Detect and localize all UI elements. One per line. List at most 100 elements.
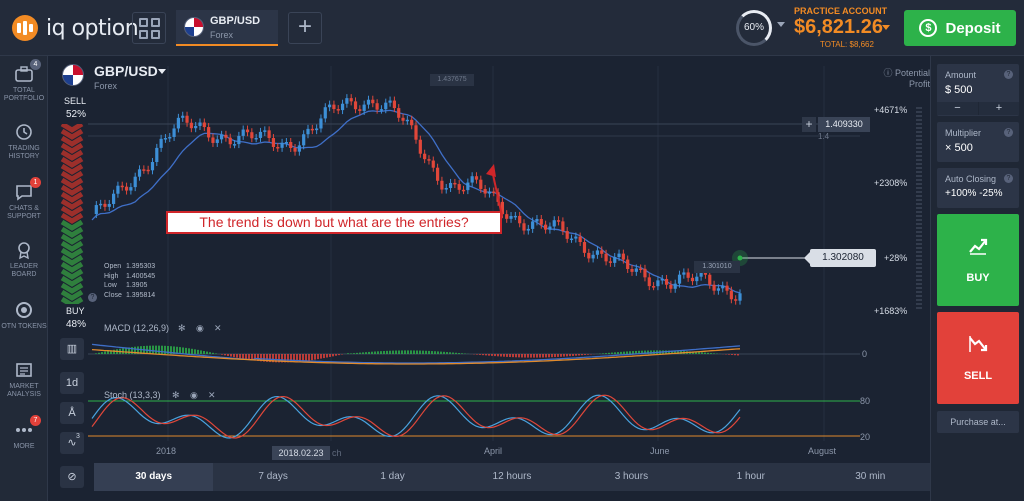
- macd-histogram-bar: [311, 354, 313, 361]
- price-chart[interactable]: [48, 56, 930, 461]
- tab-gbp-usd[interactable]: GBP/USD Forex: [176, 10, 278, 46]
- x-axis-label: April: [484, 446, 503, 456]
- chart-type-icon[interactable]: ▥: [60, 338, 84, 360]
- timeframe-30-days[interactable]: 30 days: [94, 463, 214, 491]
- timeframe-3-hours[interactable]: 3 hours: [614, 471, 649, 482]
- auto-closing-box[interactable]: Auto Closing ? +100% -25%: [937, 168, 1019, 208]
- account-balance[interactable]: $6,821.26: [794, 16, 883, 38]
- amount-plus-button[interactable]: +: [978, 102, 1019, 115]
- sidebar-item-label: MORE: [13, 443, 35, 450]
- x-axis-label: June: [650, 446, 670, 456]
- candle: [220, 134, 224, 140]
- sentiment-buy-chevron: [60, 254, 84, 266]
- candle: [712, 284, 716, 291]
- macd-histogram-bar: [491, 354, 493, 356]
- link-icon[interactable]: ⊘: [60, 466, 84, 488]
- sentiment-buy-chevron: [60, 275, 84, 287]
- multiplier-value[interactable]: × 500: [945, 142, 973, 154]
- timeframe-1-hour[interactable]: 1 hour: [736, 471, 765, 482]
- macd-histogram-bar: [626, 351, 628, 354]
- help-icon[interactable]: ?: [88, 293, 97, 302]
- macd-histogram-bar: [137, 346, 139, 354]
- macd-histogram-bar: [425, 350, 427, 354]
- chevron-down-icon[interactable]: [158, 69, 166, 74]
- sentiment-sell-chevron: [60, 212, 84, 224]
- macd-histogram-bar: [323, 354, 325, 359]
- gb-us-flag-icon: [184, 17, 204, 37]
- asset-grid-button[interactable]: [132, 12, 166, 44]
- add-level-button[interactable]: +: [802, 117, 816, 132]
- amount-minus-button[interactable]: −: [937, 102, 978, 115]
- help-icon[interactable]: ?: [1004, 128, 1013, 137]
- sidebar-item-label: OTN TOKENS: [1, 323, 47, 330]
- sidebar-item-label: TRADING HISTORY: [8, 145, 40, 160]
- gear-icon[interactable]: ✻: [172, 390, 180, 400]
- close-icon[interactable]: ✕: [208, 390, 216, 400]
- candle: [734, 299, 738, 301]
- account-type-label[interactable]: PRACTICE ACCOUNT: [794, 6, 888, 16]
- sidebar-item-chats[interactable]: 1 CHATS & SUPPORT: [0, 177, 48, 221]
- sidebar-item-market[interactable]: MARKET ANALYSIS: [0, 360, 48, 399]
- candle: [120, 185, 124, 188]
- buy-button[interactable]: BUY: [937, 214, 1019, 306]
- macd-signal-line: [91, 348, 741, 365]
- sentiment-buy-chevron: [60, 219, 84, 231]
- gear-icon[interactable]: ✻: [178, 323, 186, 333]
- macd-histogram-bar: [149, 345, 151, 354]
- timeframe-button[interactable]: 1d: [60, 372, 84, 394]
- candle: [729, 290, 733, 300]
- macd-histogram-bar: [437, 351, 439, 354]
- timeframe-1-day[interactable]: 1 day: [380, 471, 405, 482]
- candle: [660, 278, 664, 281]
- profit-level: +2308%: [874, 178, 908, 188]
- timeframe-7-days[interactable]: 7 days: [258, 471, 288, 482]
- indicators-icon[interactable]: ∿ 3: [60, 432, 84, 454]
- sidebar-item-history[interactable]: TRADING HISTORY: [0, 122, 48, 161]
- macd-histogram-bar: [197, 349, 199, 354]
- sell-button[interactable]: SELL: [937, 312, 1019, 404]
- chevron-down-icon[interactable]: [777, 22, 785, 27]
- macd-histogram-bar: [269, 354, 271, 363]
- macd-histogram-bar: [305, 354, 307, 361]
- purchase-at-button[interactable]: Purchase at...: [937, 411, 1019, 433]
- sidebar-item-leaderboard[interactable]: LEADER BOARD: [0, 240, 48, 279]
- macd-histogram-bar: [395, 350, 397, 354]
- candle: [738, 293, 742, 301]
- eye-icon[interactable]: ◉: [196, 323, 204, 333]
- help-icon[interactable]: ?: [1004, 174, 1013, 183]
- sidebar-item-otn[interactable]: OTN TOKENS: [0, 300, 48, 331]
- deposit-button[interactable]: $ Deposit: [904, 10, 1016, 46]
- candle: [150, 162, 155, 171]
- help-icon[interactable]: ?: [1004, 70, 1013, 79]
- macd-histogram-bar: [515, 354, 517, 358]
- macd-histogram-bar: [173, 346, 175, 354]
- candle: [444, 187, 448, 190]
- timeframe-12-hours[interactable]: 12 hours: [492, 471, 532, 482]
- chart-area[interactable]: GBP/USD Forex SELL 52% BUY 48% ⓘ Potenti…: [48, 56, 930, 488]
- macd-histogram-bar: [407, 350, 409, 354]
- profit-percent-ring[interactable]: 60%: [736, 10, 772, 46]
- sidebar-item-portfolio[interactable]: 4 TOTAL PORTFOLIO: [0, 59, 48, 103]
- macd-histogram-bar: [731, 354, 733, 355]
- chevron-down-icon[interactable]: [882, 25, 890, 30]
- close-icon[interactable]: ✕: [214, 323, 222, 333]
- multiplier-box[interactable]: Multiplier ? × 500: [937, 122, 1019, 162]
- auto-closing-value[interactable]: +100% -25%: [945, 188, 1003, 199]
- timeframe-30-min[interactable]: 30 min: [855, 471, 886, 482]
- sentiment-sell-chevron: [60, 163, 84, 175]
- cursor-axis-value: 1.4: [818, 132, 830, 141]
- candle: [414, 125, 418, 140]
- logo[interactable]: iq option: [12, 14, 139, 42]
- add-tab-button[interactable]: +: [288, 12, 322, 44]
- eye-icon[interactable]: ◉: [190, 390, 198, 400]
- candle: [271, 138, 276, 147]
- amount-input[interactable]: $ 500: [945, 84, 973, 96]
- macd-histogram-bar: [296, 354, 298, 362]
- draw-tools-icon[interactable]: Å: [60, 402, 84, 424]
- macd-histogram-bar: [647, 350, 649, 354]
- macd-histogram-bar: [644, 350, 646, 354]
- macd-histogram-bar: [431, 351, 433, 354]
- pair-name[interactable]: GBP/USD: [94, 63, 158, 79]
- candle: [466, 182, 470, 191]
- sidebar-item-more[interactable]: 7 MORE: [0, 415, 48, 451]
